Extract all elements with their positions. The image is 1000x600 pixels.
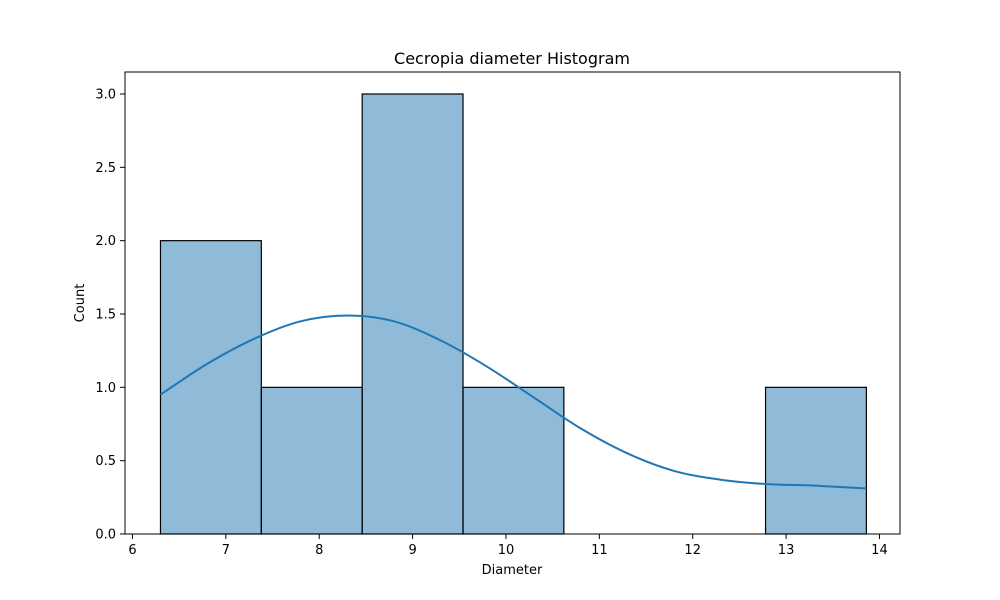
y-tick-label: 3.0 — [95, 88, 116, 103]
plot-frame — [124, 71, 901, 535]
y-tick-label: 2.0 — [95, 234, 116, 249]
y-tick-label: 1.5 — [95, 308, 116, 323]
kde-curve — [159, 314, 867, 490]
x-axis-ticks: 6 7 8 9 10 11 12 13 14 — [128, 534, 888, 558]
chart-title: Cecropia diameter Histogram — [394, 49, 630, 68]
x-tick-label: 13 — [778, 543, 795, 558]
histogram-bar-0 — [159, 240, 262, 535]
x-tick-label: 8 — [315, 543, 323, 558]
histogram-bar-2 — [361, 93, 464, 535]
y-axis-ticks: 0.0 0.5 1.0 1.5 2.0 2.5 3.0 — [95, 88, 125, 543]
x-tick-label: 6 — [128, 543, 136, 558]
x-tick-label: 7 — [222, 543, 230, 558]
y-tick-label: 2.5 — [95, 161, 116, 176]
histogram-bar-1 — [260, 386, 363, 535]
y-tick-label: 1.0 — [95, 381, 116, 396]
y-tick-label: 0.0 — [95, 528, 116, 543]
histogram-bars — [159, 93, 867, 535]
x-tick-label: 14 — [871, 543, 888, 558]
x-tick-label: 12 — [684, 543, 701, 558]
x-tick-label: 9 — [408, 543, 416, 558]
x-tick-label: 11 — [591, 543, 608, 558]
y-axis-label: Count — [73, 284, 88, 323]
y-tick-label: 0.5 — [95, 454, 116, 469]
histogram-bar-6 — [764, 386, 867, 535]
x-axis-label: Diameter — [482, 563, 543, 578]
x-tick-label: 10 — [498, 543, 515, 558]
histogram-bar-3 — [462, 386, 565, 535]
